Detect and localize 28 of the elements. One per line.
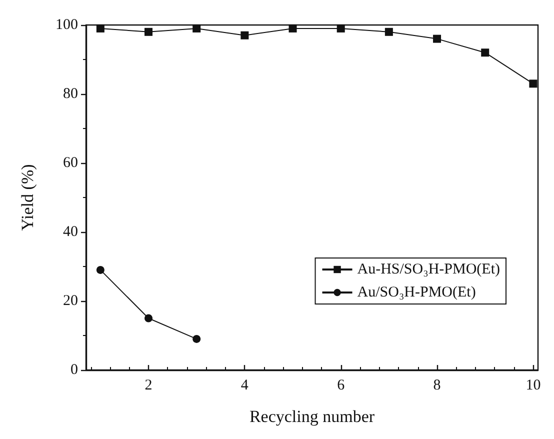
y-tick-label: 80	[63, 86, 78, 102]
point	[481, 48, 490, 57]
point	[240, 31, 249, 40]
point	[96, 266, 104, 274]
y-tick-label: 100	[56, 17, 78, 33]
point	[192, 24, 201, 32]
x-tick-label: 8	[433, 378, 441, 394]
x-tick-label: 2	[144, 378, 152, 394]
y-axis-title: Yield (%)	[18, 164, 37, 231]
point	[384, 28, 393, 36]
x-tick-label: 6	[337, 378, 346, 394]
point	[96, 24, 104, 32]
x-tick-label: 10	[526, 378, 541, 394]
point	[336, 24, 345, 32]
y-tick-label: 0	[70, 362, 78, 378]
point	[192, 334, 201, 343]
y-tick-label: 40	[63, 224, 78, 240]
y-tick-label: 60	[63, 155, 78, 171]
point	[144, 28, 153, 36]
point	[433, 34, 442, 43]
point	[144, 314, 153, 322]
y-tick-label: 20	[63, 293, 78, 309]
x-axis-title: Recycling number	[249, 407, 375, 426]
point	[529, 80, 538, 88]
x-tick-label: 4	[240, 378, 249, 394]
legend-label: Au-HS/SO₃H-PMO(Et)	[357, 262, 500, 278]
point	[288, 24, 297, 32]
legend-label: Au/SO₃H-PMO(Et)	[357, 284, 476, 300]
